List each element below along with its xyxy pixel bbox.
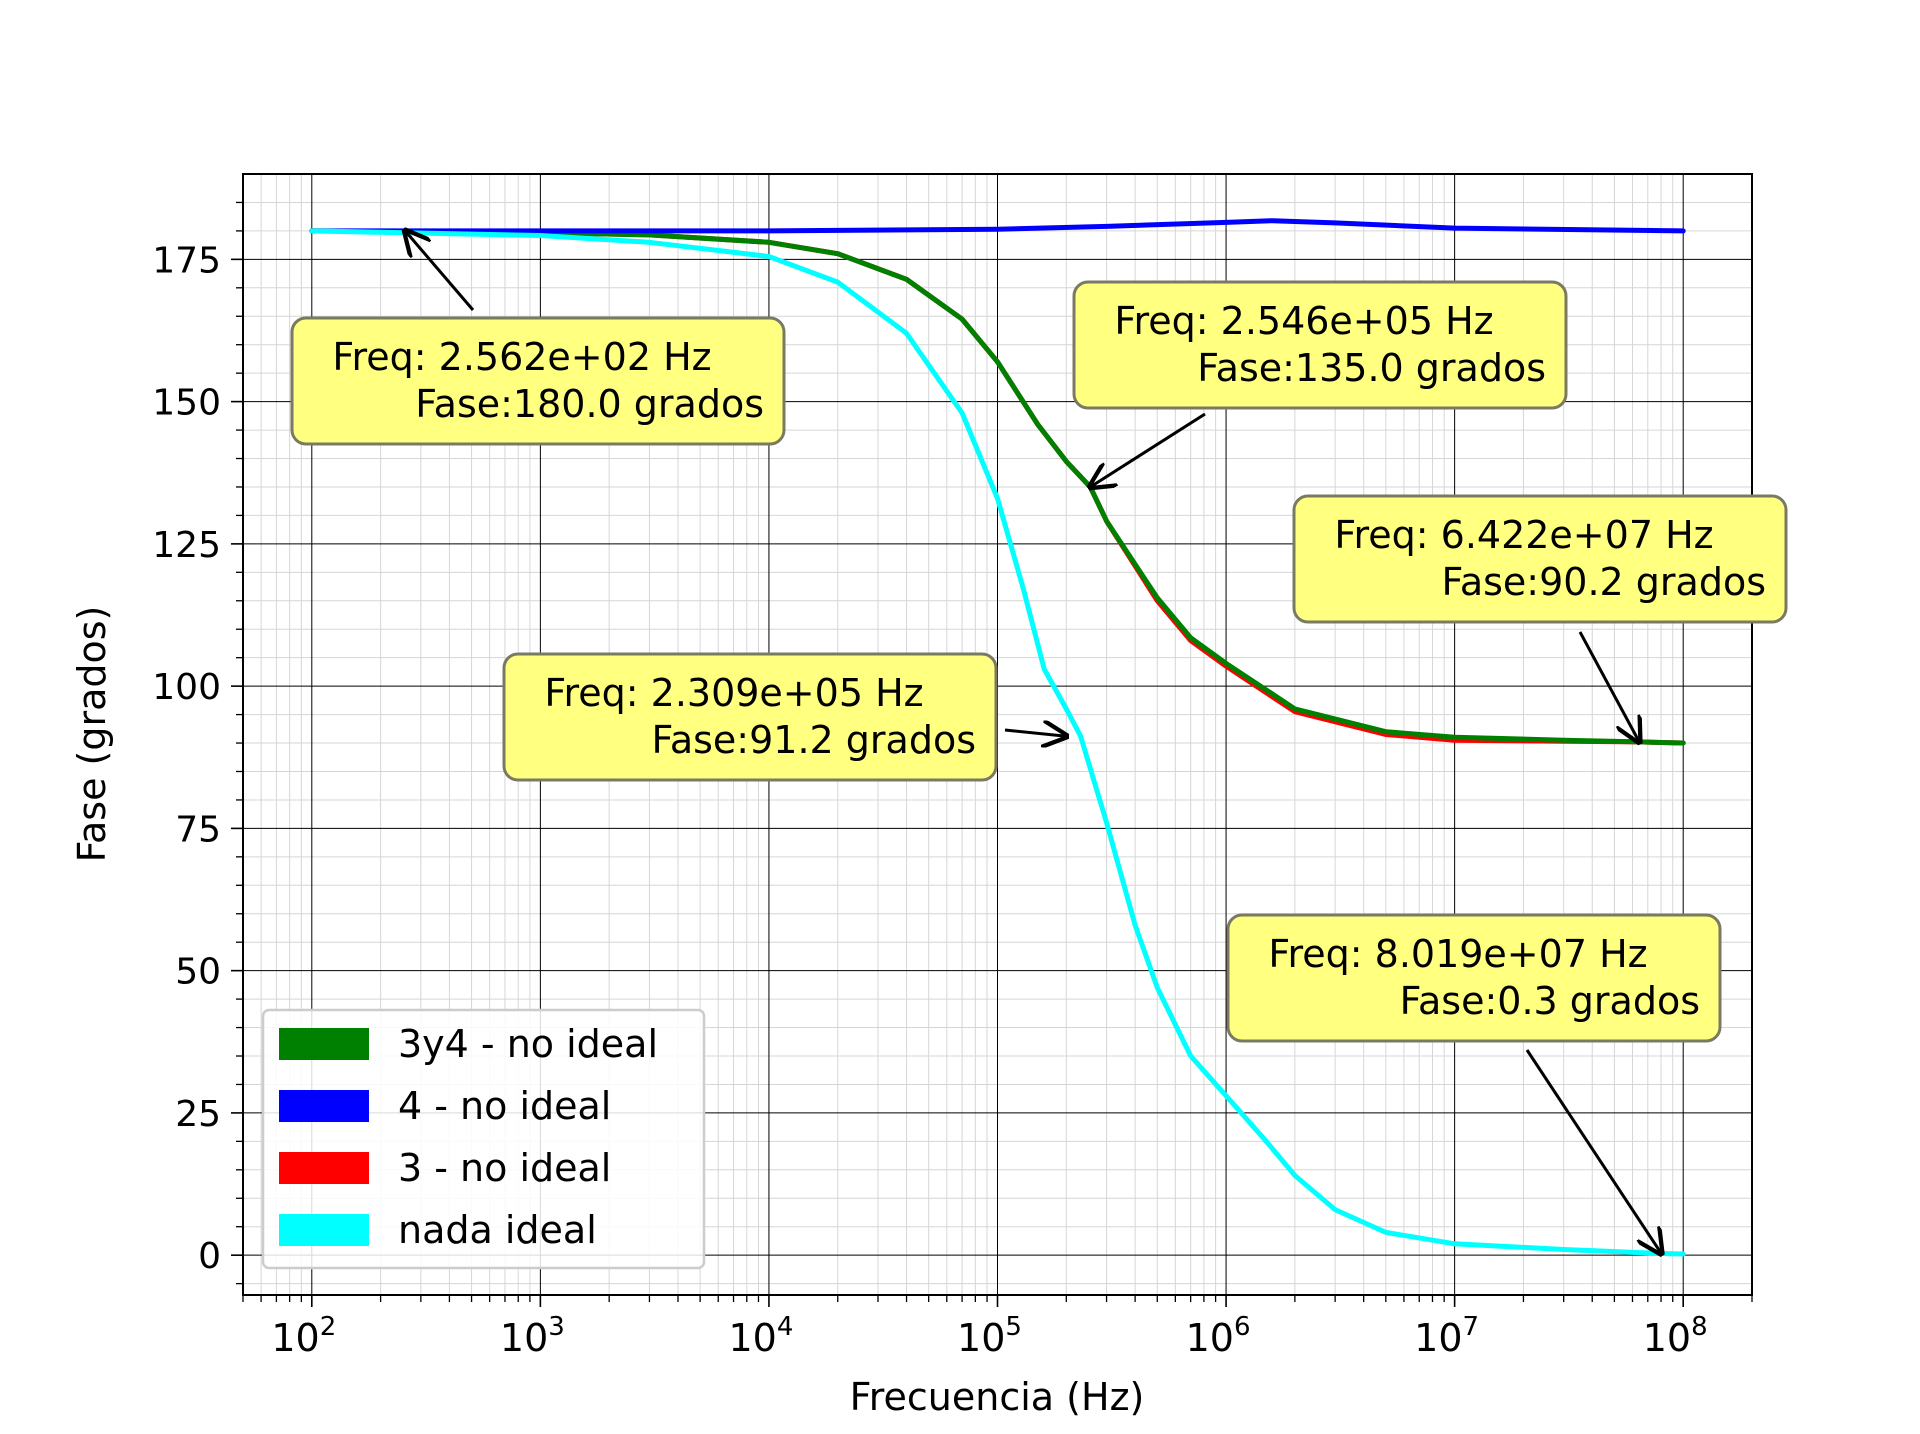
x-tick-label: 104 <box>728 1312 793 1360</box>
legend-swatch <box>279 1090 369 1122</box>
series-line-nada-ideal <box>309 228 1686 1257</box>
y-tick-label: 75 <box>175 809 221 850</box>
y-tick-label: 25 <box>175 1094 221 1135</box>
x-tick-label: 106 <box>1186 1312 1251 1360</box>
y-tick-label: 100 <box>152 667 221 708</box>
x-tick-label: 102 <box>271 1312 336 1360</box>
annotation-freq: Freq: 2.562e+02 Hz <box>332 335 711 379</box>
legend-box <box>261 1008 706 1270</box>
legend-swatch <box>279 1152 369 1184</box>
legend-swatch <box>279 1214 369 1246</box>
annotation-arrow <box>405 231 475 311</box>
annotation-arrow <box>1090 412 1206 487</box>
legend-label: 3y4 - no ideal <box>398 1022 658 1066</box>
y-tick-label: 125 <box>152 525 221 566</box>
series-line-4---no-ideal <box>309 218 1686 234</box>
y-tick-label: 50 <box>175 952 221 993</box>
annotation-phase: Fase:135.0 grados <box>1197 346 1546 390</box>
y-tick-label: 0 <box>198 1236 221 1277</box>
annotation-box <box>290 316 786 446</box>
annotation-box <box>1226 913 1722 1043</box>
annotation-freq: Freq: 2.309e+05 Hz <box>544 671 923 715</box>
annotation-arrow <box>1525 1049 1661 1253</box>
legend-swatch <box>279 1028 369 1060</box>
x-tick-label: 103 <box>500 1312 565 1360</box>
annotation-box <box>1292 494 1788 624</box>
annotation-phase: Fase:90.2 grados <box>1441 560 1766 604</box>
annotation-arrow <box>1004 730 1066 736</box>
y-tick-label: 175 <box>152 240 221 281</box>
x-tick-label: 105 <box>957 1312 1022 1360</box>
tick-labels: 102 103 104 105 106 107 108 0 25 50 75 100 125 150 175 <box>152 240 1707 1360</box>
x-tick-label: 107 <box>1414 1312 1479 1360</box>
legend-label: nada ideal <box>398 1208 597 1252</box>
annotation-freq: Freq: 6.422e+07 Hz <box>1334 513 1713 557</box>
annotation-phase: Fase:180.0 grados <box>415 382 764 426</box>
legend-label: 4 - no ideal <box>398 1084 611 1128</box>
y-axis-label: Fase (grados) <box>70 606 114 863</box>
annotation-phase: Fase:0.3 grados <box>1400 979 1700 1023</box>
annotation-freq: Freq: 2.546e+05 Hz <box>1114 299 1493 343</box>
legend-label: 3 - no ideal <box>398 1146 611 1190</box>
y-tick-label: 150 <box>152 383 221 424</box>
annotation-box <box>502 652 998 782</box>
legend: 3y4 - no ideal 4 - no ideal 3 - no ideal na… <box>261 1008 706 1270</box>
x-tick-label: 108 <box>1643 1312 1708 1360</box>
annotation-freq: Freq: 8.019e+07 Hz <box>1268 932 1647 976</box>
axis-ticks <box>231 201 1753 1307</box>
x-axis-label: Frecuencia (Hz) <box>850 1375 1145 1419</box>
annotation-arrow <box>1578 631 1639 742</box>
annotation-box <box>1072 280 1568 410</box>
annotation-phase: Fase:91.2 grados <box>651 718 976 762</box>
